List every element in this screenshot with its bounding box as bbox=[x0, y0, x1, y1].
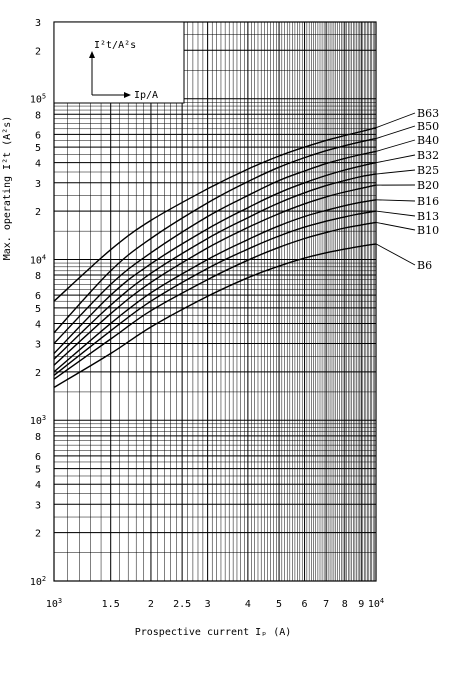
leader-b63 bbox=[375, 112, 416, 129]
leader-b40 bbox=[375, 139, 416, 152]
y-tick-label: 2 bbox=[35, 529, 41, 540]
x-tick-label: 1.5 bbox=[102, 599, 120, 610]
x-axis-label: Prospective current Iₚ (A) bbox=[135, 627, 292, 638]
curve-b16 bbox=[53, 199, 377, 373]
inset-y-label: I²t/A²s bbox=[94, 40, 136, 51]
y-tick-label: 102 bbox=[30, 575, 46, 588]
label-b6: B6 bbox=[417, 259, 432, 272]
leader-b10 bbox=[375, 221, 416, 231]
y-tick-label: 4 bbox=[35, 480, 41, 491]
y-tick-label: 3 bbox=[35, 500, 41, 511]
y-axis-label: Max. operating I²t (A²s) bbox=[2, 116, 13, 261]
y-tick-label: 4 bbox=[35, 319, 41, 330]
curve-b32 bbox=[53, 162, 377, 354]
x-tick-label: 9 bbox=[358, 599, 364, 610]
x-tick-label: 2.5 bbox=[173, 599, 191, 610]
x-tick-label: 3 bbox=[205, 599, 211, 610]
label-b20: B20 bbox=[417, 179, 439, 192]
inset-legend: I²t/A²s Ip/A bbox=[53, 21, 185, 104]
y-tick-label: 2 bbox=[35, 46, 41, 57]
x-tick-label: 104 bbox=[368, 597, 384, 610]
inset-y-arrowhead bbox=[89, 51, 95, 58]
label-b16: B16 bbox=[417, 195, 439, 208]
curve-b63 bbox=[53, 127, 377, 302]
inset-box bbox=[53, 21, 185, 104]
plot-frame bbox=[53, 21, 377, 582]
y-tick-labels: 102 2 3 4 5 6 8 103 2 3 4 5 6 8 104 2 3 4 5 6 8 105 2 3 bbox=[30, 18, 46, 588]
y-tick-label: 8 bbox=[35, 271, 41, 282]
label-b13: B13 bbox=[417, 210, 439, 223]
curve-b50 bbox=[53, 137, 377, 334]
curves bbox=[53, 127, 377, 389]
y-tick-label: 104 bbox=[30, 253, 46, 266]
label-b32: B32 bbox=[417, 149, 439, 162]
label-b63: B63 bbox=[417, 107, 439, 120]
curve-b25 bbox=[53, 173, 377, 360]
y-tick-label: 5 bbox=[35, 304, 41, 315]
y-tick-label: 3 bbox=[35, 340, 41, 351]
curve-b13 bbox=[53, 210, 377, 376]
label-b40: B40 bbox=[417, 134, 439, 147]
leader-b50 bbox=[375, 125, 416, 139]
label-b50: B50 bbox=[417, 120, 439, 133]
curve-b20 bbox=[53, 184, 377, 366]
y-tick-label: 105 bbox=[30, 93, 46, 106]
leader-b25 bbox=[375, 169, 416, 175]
inset-x-arrowhead bbox=[124, 92, 131, 98]
x-tick-label: 2 bbox=[148, 599, 154, 610]
leader-b6 bbox=[375, 243, 416, 266]
inset-x-label: Ip/A bbox=[134, 90, 158, 101]
x-tick-label: 7 bbox=[323, 599, 329, 610]
y-tick-label: 2 bbox=[35, 368, 41, 379]
y-tick-label: 5 bbox=[35, 465, 41, 476]
y-tick-label: 6 bbox=[35, 291, 41, 302]
label-b10: B10 bbox=[417, 224, 439, 237]
leader-b13 bbox=[375, 210, 416, 217]
y-tick-label: 3 bbox=[35, 179, 41, 190]
y-tick-label: 8 bbox=[35, 432, 41, 443]
leader-b32 bbox=[375, 154, 416, 164]
leader-b16 bbox=[375, 199, 416, 202]
curve-b40 bbox=[53, 150, 377, 344]
y-tick-label: 5 bbox=[35, 143, 41, 154]
y-tick-label: 2 bbox=[35, 207, 41, 218]
x-tick-label: 103 bbox=[46, 597, 62, 610]
y-tick-label: 4 bbox=[35, 159, 41, 170]
y-tick-label: 103 bbox=[30, 414, 46, 427]
x-tick-label: 8 bbox=[342, 599, 348, 610]
x-tick-label: 4 bbox=[245, 599, 251, 610]
curve-b10 bbox=[53, 221, 377, 380]
x-tick-label: 5 bbox=[276, 599, 282, 610]
x-tick-labels: 103 1.5 2 2.5 3 4 5 6 7 8 9 104 bbox=[46, 597, 384, 610]
x-tick-label: 6 bbox=[302, 599, 308, 610]
grid-minor-lines bbox=[53, 21, 377, 582]
y-tick-label: 6 bbox=[35, 130, 41, 141]
label-b25: B25 bbox=[417, 164, 439, 177]
y-tick-label: 8 bbox=[35, 110, 41, 121]
y-tick-label: 6 bbox=[35, 452, 41, 463]
curve-b6 bbox=[53, 243, 377, 389]
y-tick-label: 3 bbox=[35, 18, 41, 29]
